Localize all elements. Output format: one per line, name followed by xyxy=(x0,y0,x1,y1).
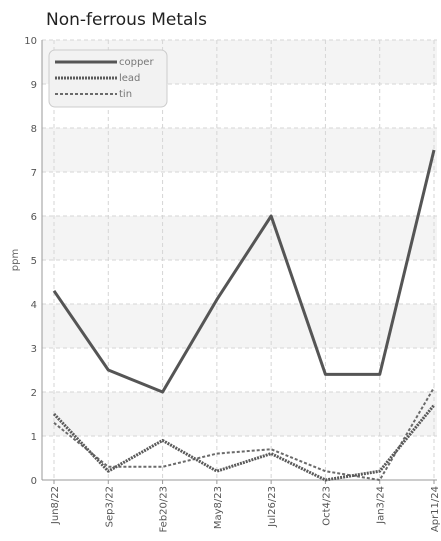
x-tick-label: Oct4/23 xyxy=(321,486,332,526)
x-tick-label: Jun8/22 xyxy=(50,486,61,525)
x-tick-label: Jan3/24 xyxy=(376,486,387,525)
y-axis-label: ppm xyxy=(10,249,21,271)
series-line-tin xyxy=(53,387,435,481)
plot-band xyxy=(42,216,437,260)
legend-label-copper: copper xyxy=(119,57,154,68)
y-tick-label: 3 xyxy=(31,344,37,355)
x-tick-label: Sep3/22 xyxy=(104,486,115,527)
y-tick-label: 10 xyxy=(24,36,37,47)
legend-label-lead: lead xyxy=(119,73,140,84)
plot-band xyxy=(42,304,437,348)
plot-band xyxy=(42,128,437,172)
y-tick-labels: 0 1 2 3 4 5 6 7 8 9 10 xyxy=(24,36,37,487)
x-tick-label: May8/23 xyxy=(213,486,224,529)
plot-band xyxy=(42,392,437,436)
y-tick-label: 9 xyxy=(31,80,37,91)
y-tick-label: 4 xyxy=(31,300,37,311)
series-lines xyxy=(52,149,436,482)
y-tick-label: 0 xyxy=(31,476,37,487)
chart-title: Non-ferrous Metals xyxy=(46,10,207,30)
y-tick-label: 8 xyxy=(31,124,37,135)
y-tick-label: 6 xyxy=(31,212,37,223)
series-line-lead xyxy=(52,404,436,482)
x-tick-label: Apr11/24 xyxy=(430,486,441,532)
series-line-copper xyxy=(52,149,436,394)
x-tick-label: Jul26/23 xyxy=(267,486,278,528)
legend-label-tin: tin xyxy=(119,89,132,100)
grid-lines xyxy=(42,39,437,481)
y-tick-label: 7 xyxy=(31,168,37,179)
y-tick-label: 5 xyxy=(31,256,37,267)
x-tick-labels: Jun8/22 Sep3/22 Feb20/23 May8/23 Jul26/23 Oct… xyxy=(50,480,441,533)
x-tick-label: Feb20/23 xyxy=(159,486,170,533)
legend: copper lead tin xyxy=(48,49,168,108)
y-tick-label: 2 xyxy=(31,388,37,399)
y-tick-label: 1 xyxy=(31,432,37,443)
